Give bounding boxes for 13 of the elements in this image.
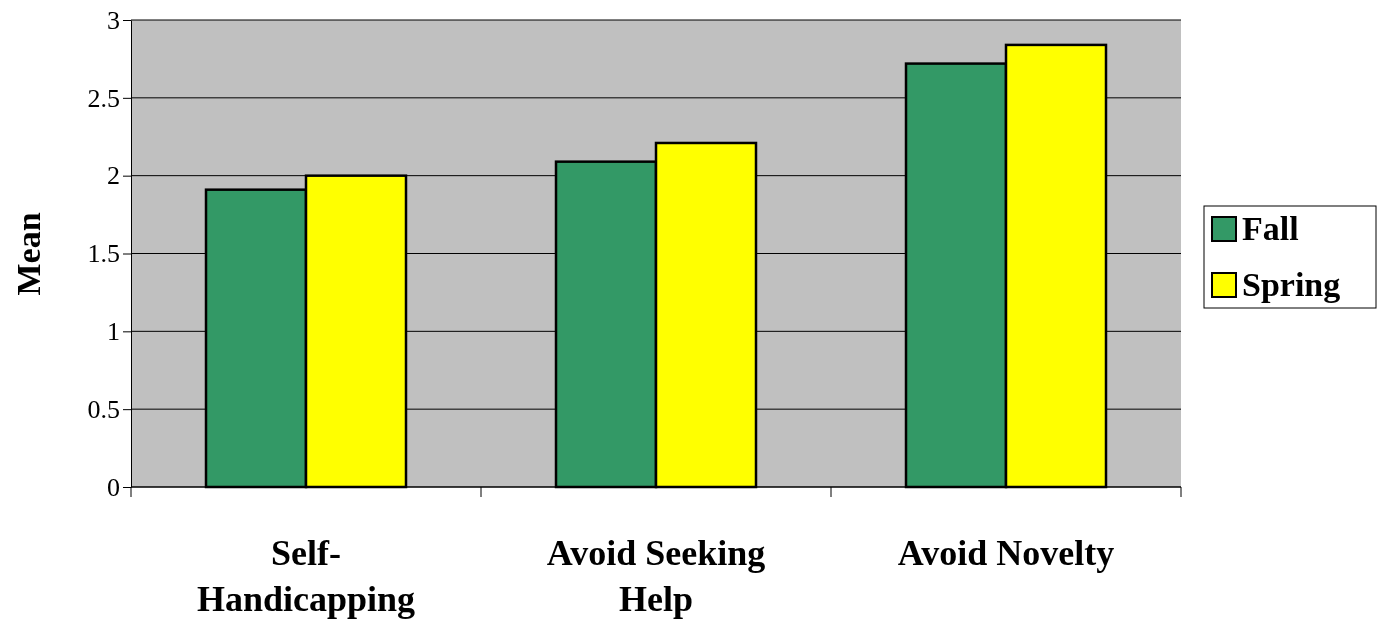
y-tick-label: 0 <box>107 472 120 502</box>
x-tick-label: Self-Handicapping <box>196 533 416 619</box>
y-tick-label: 2 <box>107 161 120 191</box>
x-tick-label: Avoid Seeking Help <box>546 533 766 619</box>
y-tick-label: 2.5 <box>87 83 120 113</box>
x-tick-label: Avoid Novelty <box>897 533 1115 573</box>
legend-label: Spring <box>1242 266 1341 303</box>
y-axis-title: Mean <box>10 212 47 296</box>
y-tick-label: 1.5 <box>87 239 120 269</box>
y-tick-label: 3 <box>107 5 120 35</box>
legend-label: Fall <box>1242 210 1299 247</box>
y-tick-label: 0.5 <box>87 394 120 424</box>
y-tick-label: 1 <box>107 317 120 347</box>
